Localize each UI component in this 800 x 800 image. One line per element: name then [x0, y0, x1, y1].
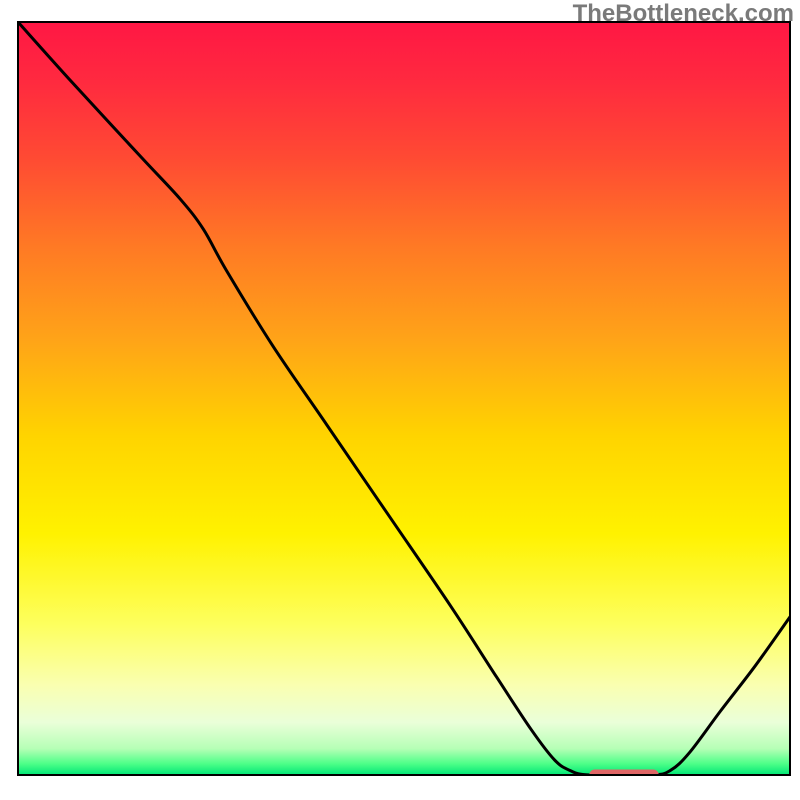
- bottleneck-chart: TheBottleneck.com: [0, 0, 800, 800]
- chart-canvas: [0, 0, 800, 800]
- gradient-background: [18, 22, 790, 775]
